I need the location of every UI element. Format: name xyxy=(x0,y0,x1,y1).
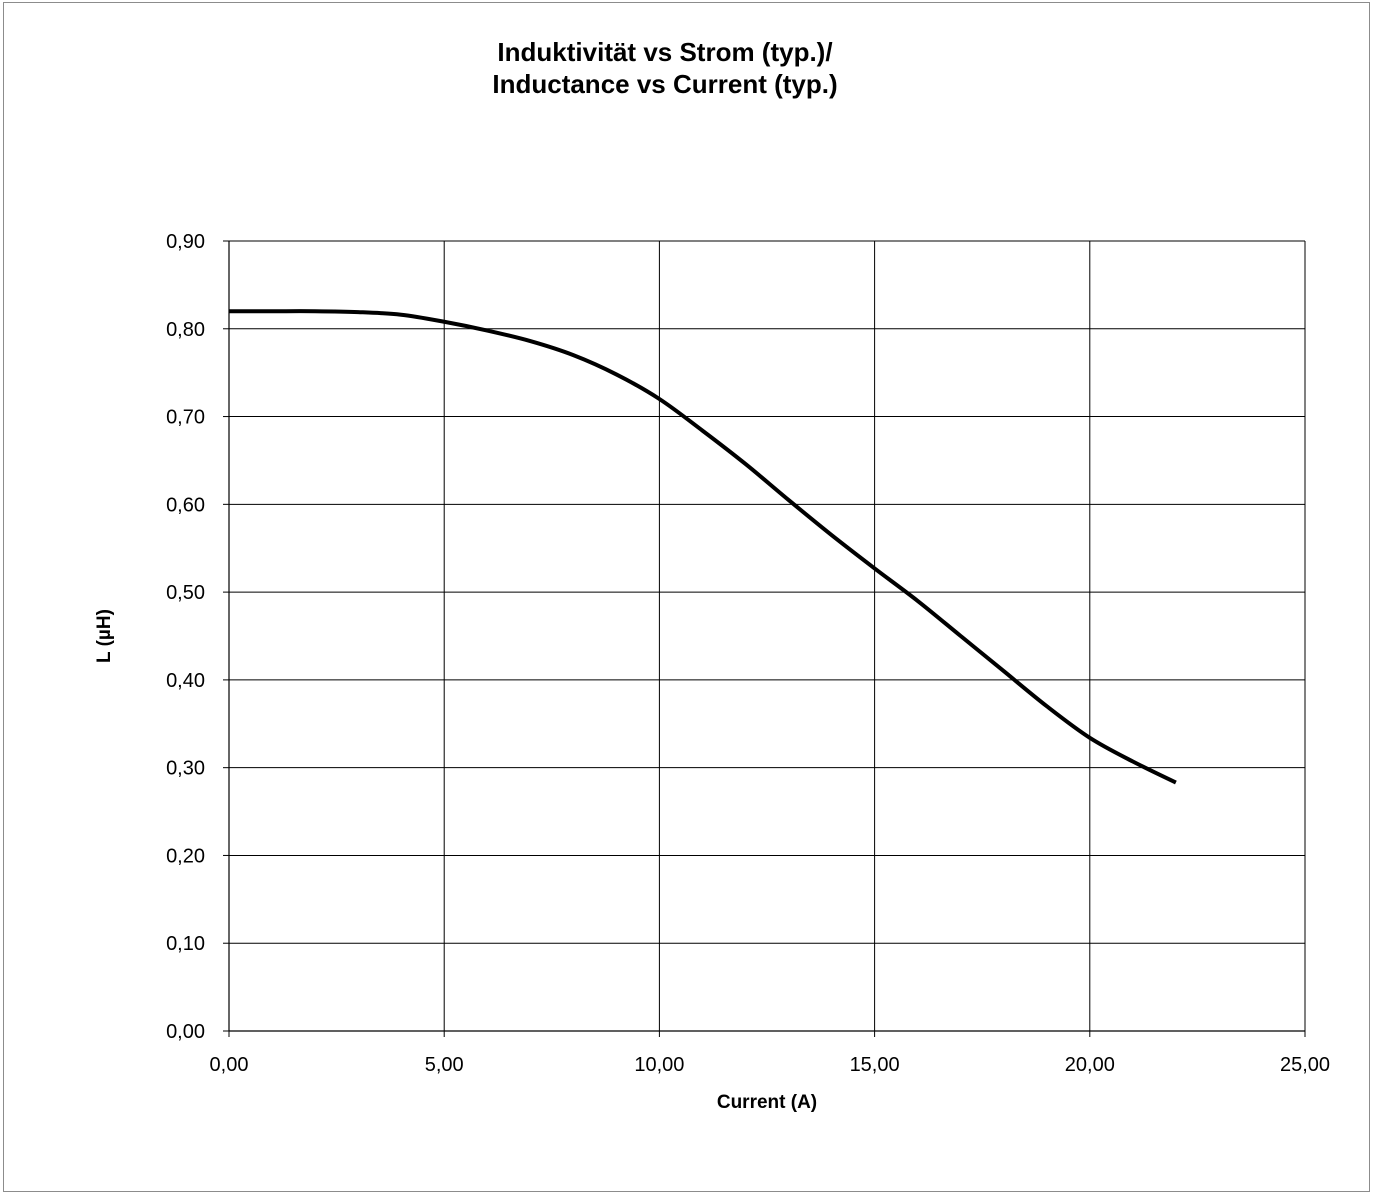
x-tick-label: 20,00 xyxy=(1065,1054,1115,1076)
y-tick-label: 0,30 xyxy=(166,758,205,780)
x-tick-label: 10,00 xyxy=(634,1054,684,1076)
y-tick-label: 0,50 xyxy=(166,582,205,604)
y-tick-label: 0,20 xyxy=(166,845,205,867)
y-tick-label: 0,80 xyxy=(166,319,205,341)
x-tick-label: 5,00 xyxy=(425,1054,464,1076)
y-tick-label: 0,00 xyxy=(166,1021,205,1043)
y-tick-label: 0,90 xyxy=(166,231,205,253)
x-tick-label: 0,00 xyxy=(210,1054,249,1076)
chart-title: Induktivität vs Strom (typ.)/ Inductance… xyxy=(0,36,1330,100)
x-tick-label: 15,00 xyxy=(850,1054,900,1076)
y-tick-label: 0,10 xyxy=(166,933,205,955)
y-axis-title: L (µH) xyxy=(94,609,115,663)
y-tick-label: 0,70 xyxy=(166,407,205,429)
y-tick-label: 0,40 xyxy=(166,670,205,692)
y-tick-label: 0,60 xyxy=(166,494,205,516)
x-axis-title: Current (A) xyxy=(717,1092,817,1113)
x-tick-label: 25,00 xyxy=(1280,1054,1330,1076)
chart-title-line-2: Inductance vs Current (typ.) xyxy=(492,69,838,99)
chart-title-line-1: Induktivität vs Strom (typ.)/ xyxy=(497,37,833,67)
series-line xyxy=(228,309,1177,785)
